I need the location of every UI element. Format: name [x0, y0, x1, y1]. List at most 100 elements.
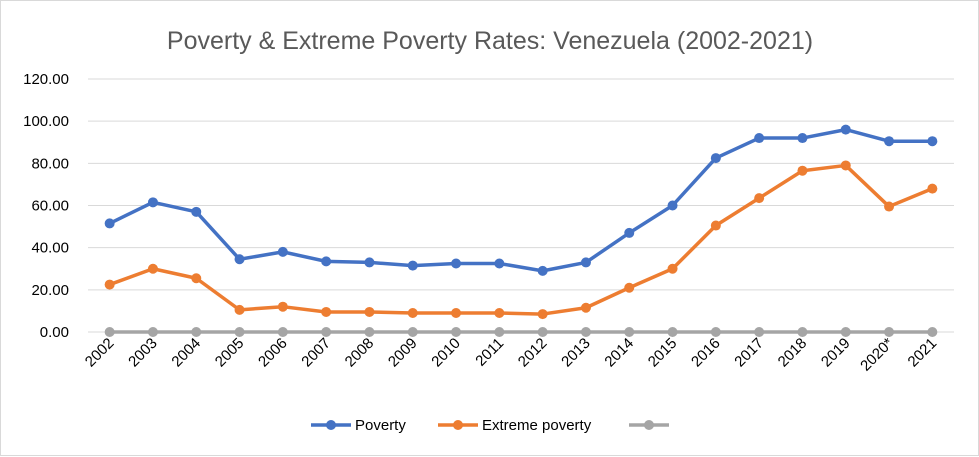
legend-item [629, 420, 669, 430]
x-axis: 2002 2003 2004 2005 2006 2007 2008 2009 2010 2011… [82, 335, 940, 375]
data-point [537, 265, 548, 276]
data-point [797, 165, 808, 176]
data-point [234, 254, 245, 265]
y-tick-label: 0.00 [40, 324, 69, 341]
data-point [364, 257, 375, 268]
x-tick-label: 2010 [428, 335, 464, 371]
data-point [407, 327, 418, 337]
x-tick-label: 2017 [731, 335, 767, 371]
data-point [927, 327, 938, 337]
data-point [667, 263, 678, 274]
data-point [580, 302, 591, 313]
x-tick-label: 2004 [168, 335, 204, 371]
data-point [884, 201, 895, 212]
data-point [451, 308, 462, 319]
data-point [624, 282, 635, 293]
data-point [451, 258, 462, 269]
legend-label: Poverty [355, 417, 406, 434]
x-tick-label: 2021 [905, 335, 941, 371]
x-tick-label: 2006 [255, 335, 291, 371]
data-point [797, 327, 808, 337]
data-point [494, 308, 505, 319]
series-line [107, 127, 935, 273]
data-point [537, 309, 548, 320]
data-point [710, 220, 721, 231]
x-tick-label: 2003 [125, 335, 161, 371]
y-axis: 0.00 20.00 40.00 60.00 80.00 100.00 120.00 [23, 71, 69, 341]
data-point [234, 327, 245, 337]
data-point [624, 327, 635, 337]
legend-swatch-marker [453, 420, 463, 430]
x-tick-label: 2007 [298, 335, 334, 371]
legend-swatch-marker [644, 420, 654, 430]
data-point [667, 200, 678, 211]
chart-title: Poverty & Extreme Poverty Rates: Venezue… [167, 27, 813, 55]
data-point [407, 260, 418, 271]
data-point [104, 327, 115, 337]
data-point [884, 136, 895, 147]
legend: Poverty Extreme poverty [311, 417, 669, 434]
data-point [321, 256, 332, 267]
data-point [494, 327, 505, 337]
data-point [797, 133, 808, 144]
data-point [407, 308, 418, 319]
x-tick-label: 2013 [558, 335, 594, 371]
data-point [104, 279, 115, 290]
data-point [840, 160, 851, 171]
series-line [107, 163, 935, 316]
x-tick-label: 2016 [688, 335, 724, 371]
x-tick-label: 2020* [857, 335, 897, 375]
data-point [147, 197, 158, 208]
legend-swatch-marker [326, 420, 336, 430]
x-tick-label: 2002 [82, 335, 118, 371]
data-point [147, 327, 158, 337]
data-point [537, 327, 548, 337]
series-poverty [104, 124, 938, 276]
legend-item: Poverty [311, 417, 406, 434]
x-tick-label: 2011 [472, 335, 507, 370]
legend-item: Extreme poverty [438, 417, 592, 434]
data-point [191, 206, 202, 217]
x-tick-label: 2018 [775, 335, 811, 371]
data-point [927, 136, 938, 147]
data-point [321, 306, 332, 317]
x-tick-label: 2008 [342, 335, 378, 371]
x-tick-label: 2005 [212, 335, 248, 371]
x-tick-label: 2009 [385, 335, 421, 371]
data-point [754, 193, 765, 204]
y-tick-label: 40.00 [31, 240, 69, 257]
data-point [277, 246, 288, 257]
data-point [451, 327, 462, 337]
data-point [234, 304, 245, 315]
y-tick-label: 80.00 [31, 155, 69, 172]
data-point [754, 133, 765, 144]
data-point [710, 327, 721, 337]
data-point [191, 273, 202, 284]
data-point [624, 227, 635, 238]
data-point [884, 327, 895, 337]
data-point [321, 327, 332, 337]
data-point [277, 301, 288, 312]
y-tick-label: 100.00 [23, 113, 69, 130]
y-tick-label: 20.00 [31, 282, 69, 299]
data-point [364, 327, 375, 337]
data-point [667, 327, 678, 337]
series-unnamed [104, 327, 938, 337]
data-point [927, 183, 938, 194]
data-point [840, 327, 851, 337]
y-tick-label: 60.00 [31, 198, 69, 215]
data-point [754, 327, 765, 337]
series-group [104, 124, 938, 337]
series-extreme-poverty [104, 160, 938, 320]
x-tick-label: 2015 [645, 335, 681, 371]
data-point [494, 258, 505, 269]
data-point [147, 263, 158, 274]
data-point [580, 257, 591, 268]
data-point [191, 327, 202, 337]
data-point [364, 306, 375, 317]
x-tick-label: 2014 [601, 335, 637, 371]
gridlines [88, 78, 954, 333]
y-tick-label: 120.00 [23, 71, 69, 88]
data-point [840, 124, 851, 135]
